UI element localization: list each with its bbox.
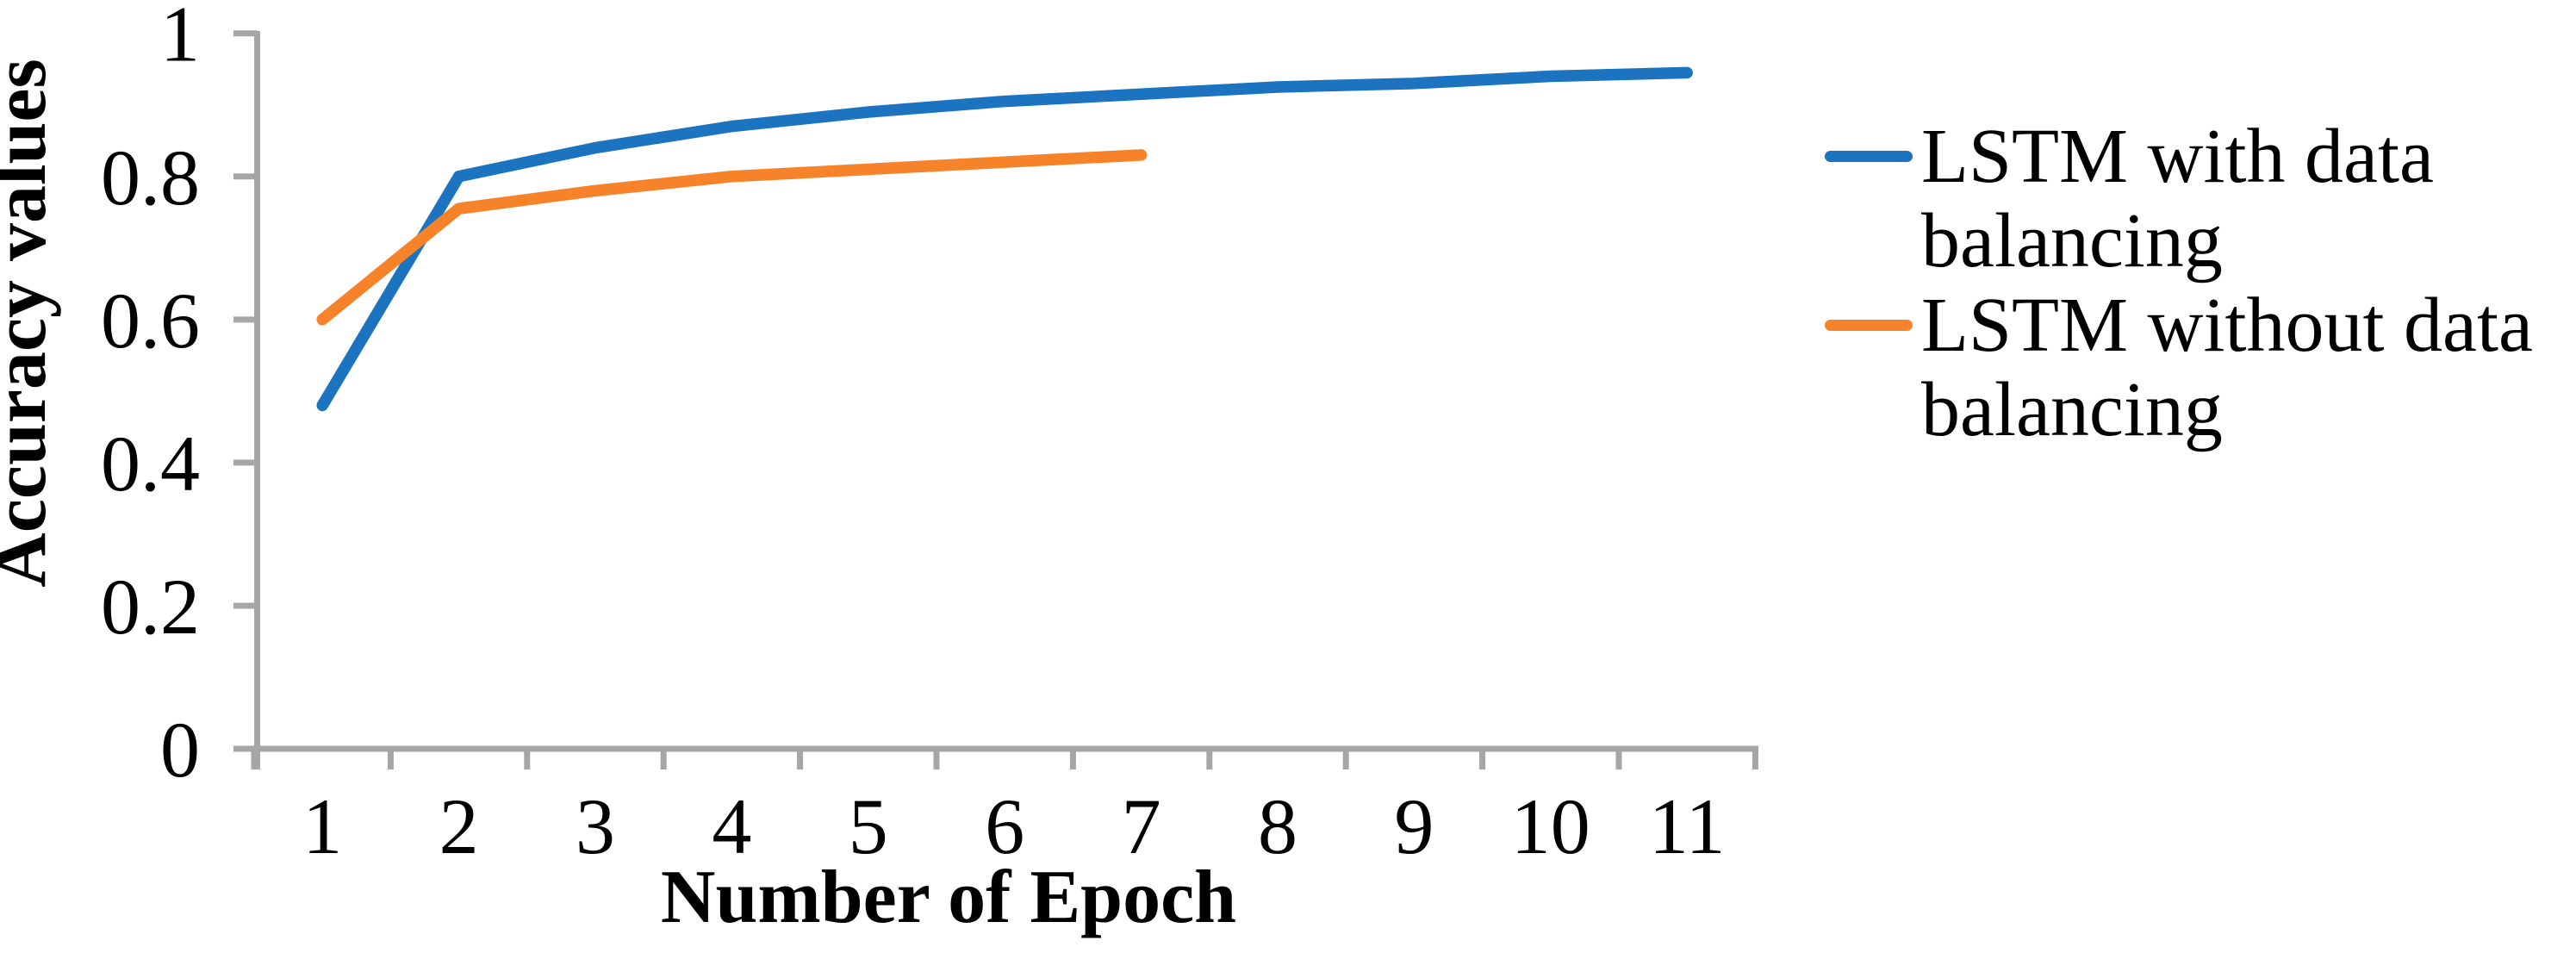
y-tick-label: 0 <box>160 706 200 794</box>
x-tick-label: 1 <box>302 782 342 870</box>
legend-label-line: balancing <box>1921 367 2223 452</box>
x-tick-label: 11 <box>1649 782 1726 870</box>
legend-label: LSTM with data balancing <box>1921 115 2434 283</box>
legend-label: LSTM without data balancing <box>1921 283 2533 452</box>
x-tick-label: 5 <box>849 782 888 870</box>
series-line-lstm-with-balancing <box>316 66 1693 412</box>
y-tick-label: 1 <box>160 0 200 78</box>
x-tick-label: 8 <box>1258 782 1297 870</box>
legend-item: LSTM with data balancing <box>1825 115 2533 283</box>
x-tick-label: 10 <box>1511 782 1590 870</box>
x-axis-ticks <box>251 749 1758 769</box>
y-axis-title: Accuracy values <box>0 59 62 587</box>
legend-swatch-lstm-without-balancing <box>1825 320 1913 331</box>
y-tick-label: 0.4 <box>101 420 200 508</box>
legend-label-line: LSTM without data <box>1921 283 2533 368</box>
x-tick-label: 9 <box>1394 782 1434 870</box>
x-tick-label: 3 <box>576 782 615 870</box>
x-tick-label: 4 <box>712 782 751 870</box>
legend-item: LSTM without data balancing <box>1825 283 2533 452</box>
y-axis-ticks <box>233 30 257 752</box>
legend-label-line: balancing <box>1921 198 2223 283</box>
series-lines <box>316 66 1693 412</box>
y-tick-label: 0.8 <box>101 134 200 221</box>
x-tick-label: 2 <box>439 782 479 870</box>
y-tick-label: 0.2 <box>101 563 200 651</box>
x-tick-label: 6 <box>985 782 1024 870</box>
legend-label-line: LSTM with data <box>1921 114 2434 199</box>
x-axis-tick-labels: 1 2 3 4 5 6 7 8 9 10 11 <box>302 782 1725 870</box>
legend: LSTM with data balancing LSTM without da… <box>1825 115 2533 452</box>
y-tick-label: 0.6 <box>101 277 200 364</box>
x-axis-title: Number of Epoch <box>661 856 1236 939</box>
x-tick-label: 7 <box>1122 782 1161 870</box>
legend-swatch-lstm-with-balancing <box>1825 151 1913 162</box>
series-line-lstm-without-balancing <box>316 149 1148 326</box>
y-axis-tick-labels: 0 0.2 0.4 0.6 0.8 1 <box>101 0 200 794</box>
